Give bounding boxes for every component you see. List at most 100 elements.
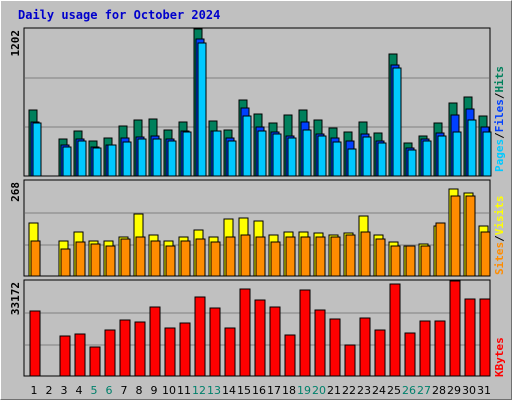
bar-kbytes-day-15 <box>239 288 251 377</box>
day-axis: 1 2 3 4 5 6 7 8 9 10 11 12 13 14 15 16 17 18 19 20 21 22 23 24 2… <box>31 384 492 397</box>
bar-sites-day-20 <box>315 236 326 277</box>
bar-sites-day-29 <box>450 195 461 277</box>
bar-sites-day-31 <box>480 231 491 277</box>
bar-sites-day-5 <box>90 243 101 277</box>
day-label: 18 <box>282 384 296 397</box>
bar-sites-day-6 <box>105 245 116 277</box>
day-label: 24 <box>372 384 386 397</box>
bar-kbytes-day-4 <box>74 333 86 377</box>
bar-kbytes-day-12 <box>194 296 206 377</box>
bar-sites-day-18 <box>285 236 296 277</box>
bar-pages-day-17 <box>272 133 282 177</box>
bar-sites-day-15 <box>240 234 251 277</box>
bar-sites-day-28 <box>435 222 446 277</box>
day-label: 3 <box>61 384 68 397</box>
bar-pages-day-26 <box>407 149 417 177</box>
legend-files: Files <box>493 99 506 132</box>
bar-pages-day-20 <box>317 135 327 177</box>
bar-pages-day-16 <box>257 130 267 177</box>
bar-pages-day-11 <box>182 131 192 177</box>
bar-sites-day-22 <box>345 234 356 277</box>
bar-pages-day-3 <box>62 146 72 177</box>
bar-kbytes-day-5 <box>89 346 101 377</box>
panel-kbytes: 33172 <box>9 279 491 377</box>
bar-sites-day-3 <box>60 248 71 277</box>
bar-pages-day-25 <box>392 67 402 177</box>
bar-pages-day-6 <box>107 144 117 177</box>
bar-kbytes-day-11 <box>179 322 191 377</box>
bar-pages-day-7 <box>122 141 132 177</box>
legend-top: Pages/Files/Hits <box>493 66 506 172</box>
bar-kbytes-day-1 <box>29 310 41 377</box>
day-label: 27 <box>417 384 431 397</box>
bar-pages-day-22 <box>347 148 357 177</box>
legend-mid: Sites/Visits <box>493 196 506 276</box>
bar-pages-day-30 <box>467 119 477 177</box>
day-label: 25 <box>387 384 401 397</box>
bar-pages-day-10 <box>167 140 177 177</box>
bar-pages-day-4 <box>77 140 87 177</box>
day-label: 20 <box>312 384 326 397</box>
bar-kbytes-day-30 <box>464 298 476 377</box>
day-label: 28 <box>432 384 446 397</box>
day-label: 12 <box>192 384 206 397</box>
legend-sep: / <box>493 235 506 242</box>
bar-pages-day-14 <box>227 140 237 177</box>
bar-kbytes-day-21 <box>329 318 341 377</box>
bar-sites-day-17 <box>270 241 281 277</box>
day-label: 9 <box>151 384 158 397</box>
day-label: 2 <box>46 384 53 397</box>
bar-kbytes-day-31 <box>479 298 491 377</box>
bar-kbytes-day-6 <box>104 329 116 377</box>
day-label: 21 <box>327 384 341 397</box>
y-max-label: 1202 <box>9 30 22 57</box>
day-label: 17 <box>267 384 281 397</box>
bar-kbytes-day-3 <box>59 335 71 377</box>
day-label: 19 <box>297 384 311 397</box>
bar-kbytes-day-26 <box>404 332 416 377</box>
legend-sep: / <box>493 92 506 99</box>
bar-kbytes-day-29 <box>449 280 461 377</box>
bar-kbytes-day-25 <box>389 283 401 377</box>
day-label: 10 <box>162 384 176 397</box>
plot-area: 1202 268 33172 <box>9 27 492 377</box>
bar-pages-day-8 <box>137 138 147 177</box>
bar-sites-day-19 <box>300 236 311 277</box>
bar-kbytes-day-10 <box>164 327 176 377</box>
bar-kbytes-day-28 <box>434 320 446 377</box>
legend-kbytes: KBytes <box>493 337 506 377</box>
bar-pages-day-18 <box>287 137 297 177</box>
day-label: 22 <box>342 384 356 397</box>
bar-kbytes-day-18 <box>284 334 296 377</box>
legend-pages: Pages <box>493 139 506 172</box>
day-label: 13 <box>207 384 221 397</box>
legend-kbytes-label: KBytes <box>493 337 506 377</box>
bar-sites-day-27 <box>420 245 431 277</box>
bar-sites-day-14 <box>225 236 236 277</box>
bar-sites-day-16 <box>255 236 266 277</box>
bar-pages-day-15 <box>242 115 252 177</box>
day-label: 23 <box>357 384 371 397</box>
bar-kbytes-day-23 <box>359 317 371 377</box>
day-label: 14 <box>222 384 236 397</box>
day-label: 8 <box>136 384 143 397</box>
bar-sites-day-10 <box>165 245 176 277</box>
bar-sites-day-21 <box>330 236 341 277</box>
bar-pages-day-31 <box>482 131 492 177</box>
bar-sites-day-13 <box>210 241 221 277</box>
bar-kbytes-day-17 <box>269 306 281 377</box>
day-label: 4 <box>76 384 83 397</box>
bar-pages-day-1 <box>32 122 42 177</box>
bar-sites-day-12 <box>195 238 206 277</box>
bar-sites-day-4 <box>75 241 86 277</box>
day-label: 29 <box>447 384 461 397</box>
bar-sites-day-11 <box>180 240 191 277</box>
bar-kbytes-day-7 <box>119 319 131 377</box>
y-max-label: 268 <box>9 182 22 202</box>
bar-pages-day-9 <box>152 138 162 177</box>
bar-sites-day-1 <box>30 240 41 277</box>
panel-hits-files-pages: 1202 <box>9 27 492 177</box>
bar-kbytes-day-9 <box>149 306 161 377</box>
legend-visits: Visits <box>493 196 506 236</box>
bar-pages-day-27 <box>422 140 432 177</box>
